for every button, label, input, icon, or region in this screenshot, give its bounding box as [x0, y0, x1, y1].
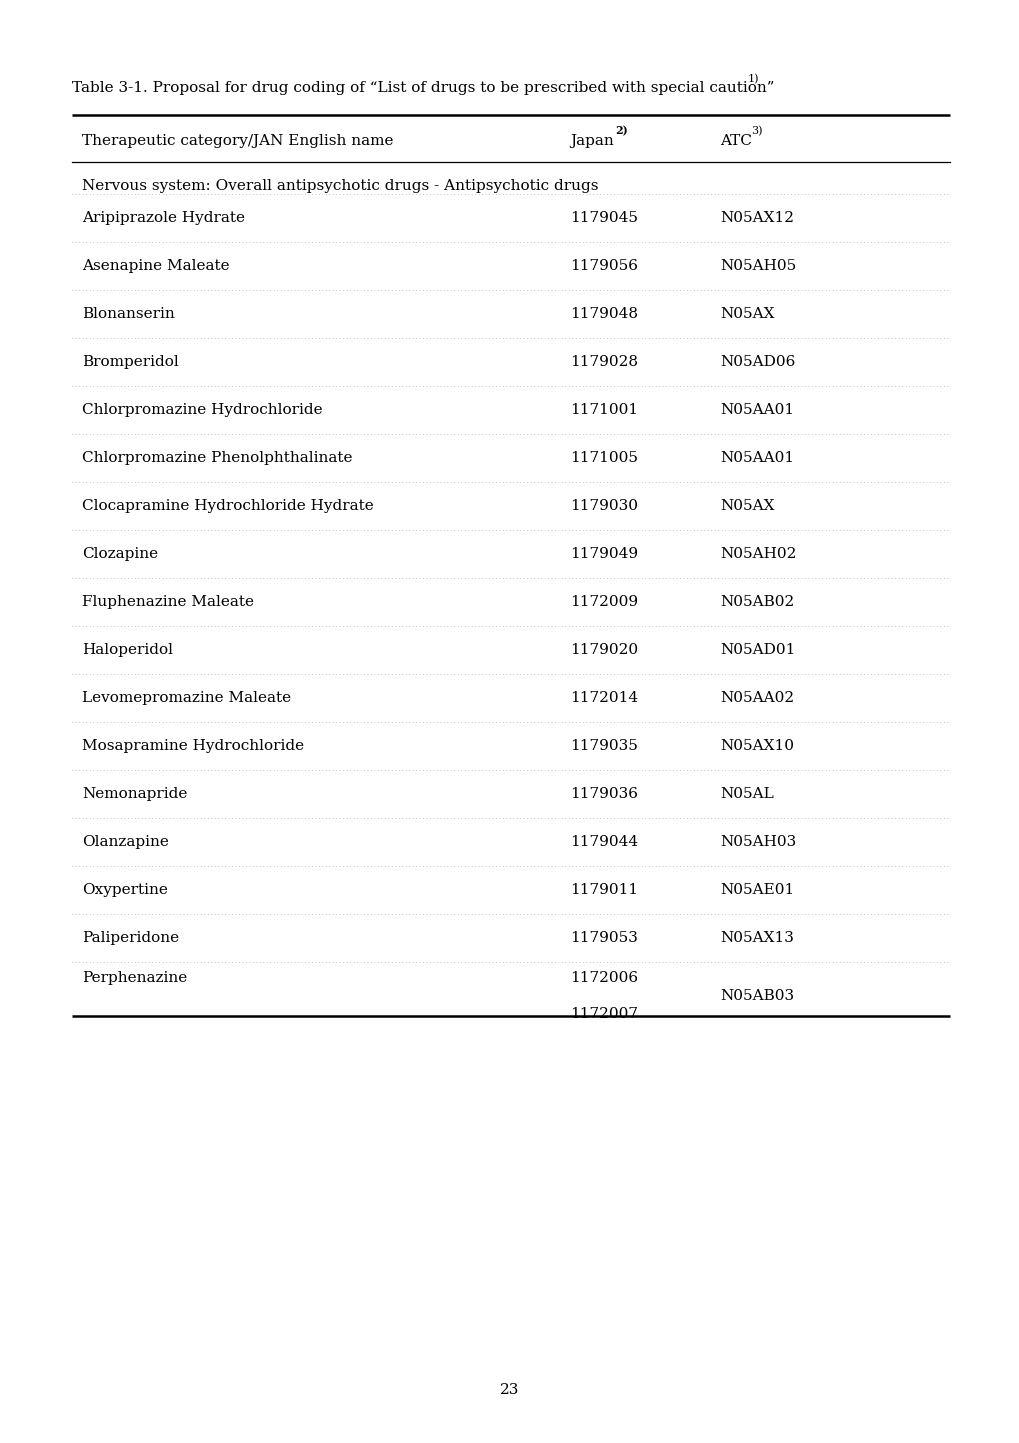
Text: N05AX: N05AX — [719, 499, 773, 514]
Text: 1179028: 1179028 — [570, 355, 637, 369]
Text: N05AX: N05AX — [719, 307, 773, 320]
Text: 1179030: 1179030 — [570, 499, 637, 514]
Text: Clozapine: Clozapine — [82, 547, 158, 561]
Text: 1172014: 1172014 — [570, 691, 638, 706]
Text: 1): 1) — [747, 74, 758, 85]
Text: ATC: ATC — [719, 134, 751, 149]
Text: Clocapramine Hydrochloride Hydrate: Clocapramine Hydrochloride Hydrate — [82, 499, 373, 514]
Text: N05AE01: N05AE01 — [719, 883, 794, 898]
Text: Japan: Japan — [570, 134, 618, 149]
Text: 23: 23 — [500, 1382, 519, 1397]
Text: N05AB02: N05AB02 — [719, 595, 794, 609]
Text: Chlorpromazine Hydrochloride: Chlorpromazine Hydrochloride — [82, 403, 322, 417]
Text: Therapeutic category/JAN English name: Therapeutic category/JAN English name — [82, 134, 393, 149]
Text: N05AX10: N05AX10 — [719, 739, 793, 753]
Text: 1179011: 1179011 — [570, 883, 638, 898]
Text: 1179049: 1179049 — [570, 547, 638, 561]
Text: N05AH02: N05AH02 — [719, 547, 796, 561]
Text: Oxypertine: Oxypertine — [82, 883, 168, 898]
Text: N05AD06: N05AD06 — [719, 355, 795, 369]
Text: Olanzapine: Olanzapine — [82, 835, 169, 848]
Text: N05AD01: N05AD01 — [719, 644, 795, 657]
Text: Chlorpromazine Phenolphthalinate: Chlorpromazine Phenolphthalinate — [82, 452, 353, 465]
Text: 3): 3) — [751, 126, 762, 136]
Text: 1172006: 1172006 — [570, 971, 638, 986]
Text: Perphenazine: Perphenazine — [82, 971, 187, 986]
Text: 1179053: 1179053 — [570, 931, 637, 945]
Text: N05AA01: N05AA01 — [719, 403, 794, 417]
Text: 1179036: 1179036 — [570, 786, 637, 801]
Text: Mosapramine Hydrochloride: Mosapramine Hydrochloride — [82, 739, 304, 753]
Text: Fluphenazine Maleate: Fluphenazine Maleate — [82, 595, 254, 609]
Text: 1179020: 1179020 — [570, 644, 638, 657]
Text: 1179056: 1179056 — [570, 258, 637, 273]
Text: Asenapine Maleate: Asenapine Maleate — [82, 258, 229, 273]
Text: Table 3-1. Proposal for drug coding of “List of drugs to be prescribed with spec: Table 3-1. Proposal for drug coding of “… — [72, 81, 779, 95]
Text: 1179044: 1179044 — [570, 835, 638, 848]
Text: 1172007: 1172007 — [570, 1007, 637, 1022]
Text: 1179035: 1179035 — [570, 739, 637, 753]
Text: Aripiprazole Hydrate: Aripiprazole Hydrate — [82, 211, 245, 225]
Text: Nervous system: Overall antipsychotic drugs - Antipsychotic drugs: Nervous system: Overall antipsychotic dr… — [82, 179, 598, 193]
Text: Bromperidol: Bromperidol — [82, 355, 178, 369]
Text: N05AL: N05AL — [719, 786, 773, 801]
Text: N05AX13: N05AX13 — [719, 931, 793, 945]
Text: Blonanserin: Blonanserin — [82, 307, 174, 320]
Text: Nemonapride: Nemonapride — [82, 786, 187, 801]
Text: Levomepromazine Maleate: Levomepromazine Maleate — [82, 691, 290, 706]
Text: Haloperidol: Haloperidol — [82, 644, 173, 657]
Text: 1179048: 1179048 — [570, 307, 637, 320]
Text: 2): 2) — [614, 126, 627, 137]
Text: 1171005: 1171005 — [570, 452, 637, 465]
Text: Paliperidone: Paliperidone — [82, 931, 179, 945]
Text: N05AX12: N05AX12 — [719, 211, 793, 225]
Text: 1172009: 1172009 — [570, 595, 638, 609]
Text: N05AH03: N05AH03 — [719, 835, 796, 848]
Text: N05AH05: N05AH05 — [719, 258, 796, 273]
Text: N05AB03: N05AB03 — [719, 988, 794, 1003]
Text: N05AA02: N05AA02 — [719, 691, 794, 706]
Text: 1171001: 1171001 — [570, 403, 638, 417]
Text: N05AA01: N05AA01 — [719, 452, 794, 465]
Text: 1179045: 1179045 — [570, 211, 637, 225]
